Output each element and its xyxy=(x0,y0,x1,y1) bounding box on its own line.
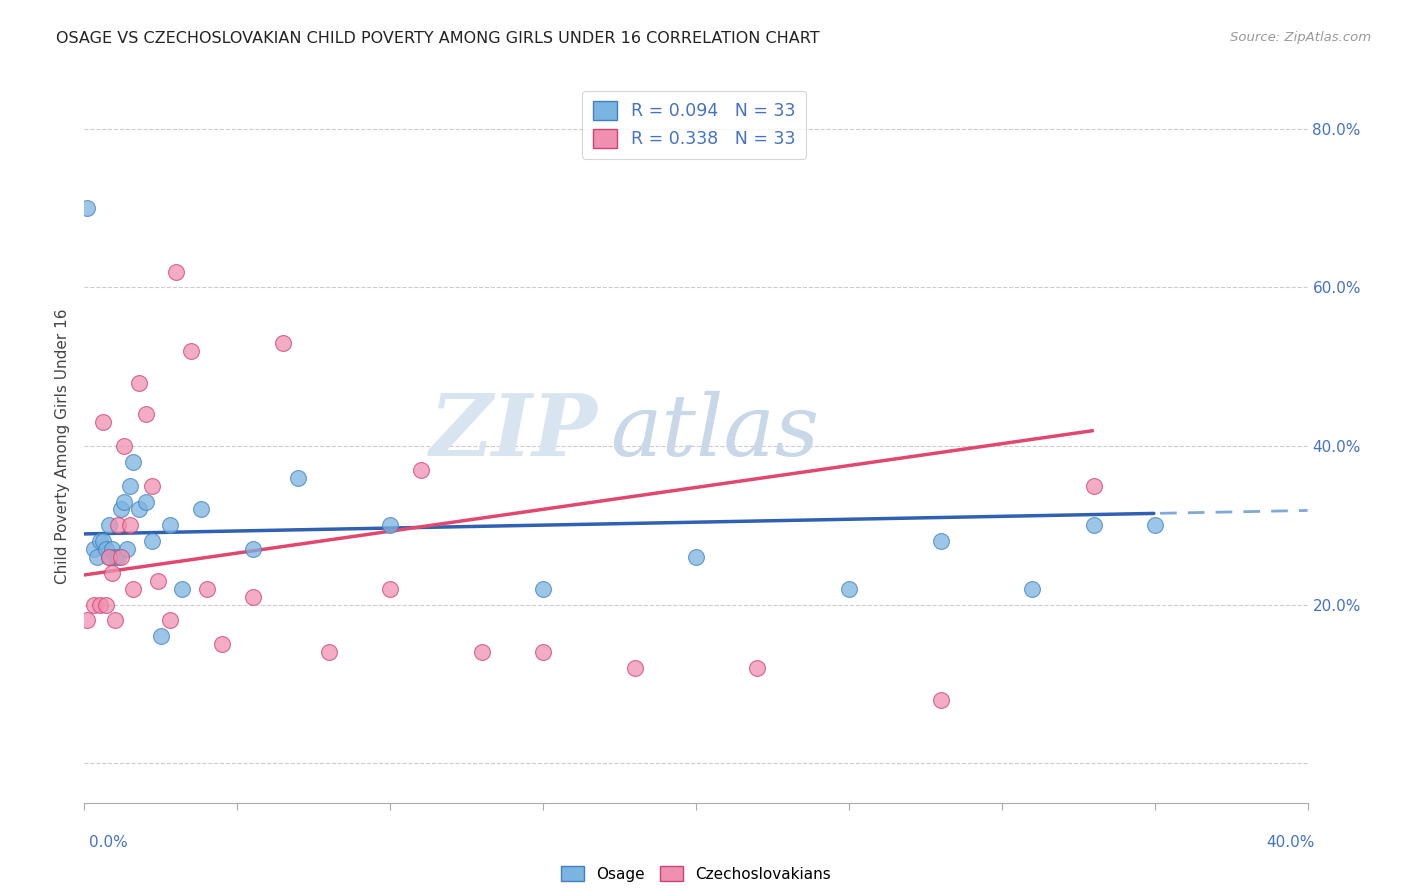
Text: 0.0%: 0.0% xyxy=(89,836,128,850)
Point xyxy=(110,502,132,516)
Point xyxy=(471,645,494,659)
Point xyxy=(104,614,127,628)
Point xyxy=(112,439,135,453)
Point xyxy=(172,582,194,596)
Point xyxy=(135,494,157,508)
Point xyxy=(929,692,952,706)
Point xyxy=(165,264,187,278)
Y-axis label: Child Poverty Among Girls Under 16: Child Poverty Among Girls Under 16 xyxy=(55,309,70,583)
Point xyxy=(107,549,129,564)
Point xyxy=(97,518,120,533)
Text: atlas: atlas xyxy=(610,391,820,473)
Point xyxy=(531,645,554,659)
Point xyxy=(838,582,860,596)
Point xyxy=(97,549,120,564)
Point xyxy=(190,502,212,516)
Point xyxy=(110,549,132,564)
Point xyxy=(89,598,111,612)
Point xyxy=(76,201,98,215)
Point xyxy=(104,549,127,564)
Text: 40.0%: 40.0% xyxy=(1267,836,1315,850)
Point xyxy=(128,376,150,390)
Point xyxy=(747,661,769,675)
Point xyxy=(141,478,163,492)
Point xyxy=(94,542,117,557)
Point xyxy=(287,471,309,485)
Point xyxy=(83,542,105,557)
Point xyxy=(149,629,172,643)
Point xyxy=(195,582,218,596)
Point xyxy=(122,455,145,469)
Point xyxy=(120,478,142,492)
Point xyxy=(159,614,181,628)
Point xyxy=(624,661,647,675)
Point xyxy=(76,614,98,628)
Point xyxy=(929,534,952,549)
Point xyxy=(94,598,117,612)
Point xyxy=(120,518,142,533)
Point xyxy=(101,566,124,580)
Point xyxy=(83,598,105,612)
Text: Source: ZipAtlas.com: Source: ZipAtlas.com xyxy=(1230,31,1371,45)
Point xyxy=(180,343,202,358)
Point xyxy=(86,549,108,564)
Point xyxy=(89,534,111,549)
Point xyxy=(91,415,114,429)
Point xyxy=(146,574,169,588)
Point xyxy=(380,518,402,533)
Legend: R = 0.094   N = 33, R = 0.338   N = 33: R = 0.094 N = 33, R = 0.338 N = 33 xyxy=(582,91,806,159)
Point xyxy=(107,518,129,533)
Point xyxy=(271,335,294,350)
Point xyxy=(159,518,181,533)
Point xyxy=(97,549,120,564)
Point xyxy=(1021,582,1043,596)
Point xyxy=(380,582,402,596)
Point xyxy=(1083,478,1105,492)
Text: OSAGE VS CZECHOSLOVAKIAN CHILD POVERTY AMONG GIRLS UNDER 16 CORRELATION CHART: OSAGE VS CZECHOSLOVAKIAN CHILD POVERTY A… xyxy=(56,31,820,46)
Point xyxy=(685,549,707,564)
Point xyxy=(242,590,264,604)
Point xyxy=(115,542,138,557)
Point xyxy=(112,494,135,508)
Text: ZIP: ZIP xyxy=(430,390,598,474)
Point xyxy=(141,534,163,549)
Point xyxy=(318,645,340,659)
Point xyxy=(531,582,554,596)
Point xyxy=(122,582,145,596)
Point xyxy=(91,534,114,549)
Point xyxy=(135,407,157,421)
Point xyxy=(101,542,124,557)
Point xyxy=(211,637,233,651)
Point xyxy=(1083,518,1105,533)
Point xyxy=(128,502,150,516)
Point xyxy=(409,463,432,477)
Point xyxy=(1143,518,1166,533)
Point xyxy=(242,542,264,557)
